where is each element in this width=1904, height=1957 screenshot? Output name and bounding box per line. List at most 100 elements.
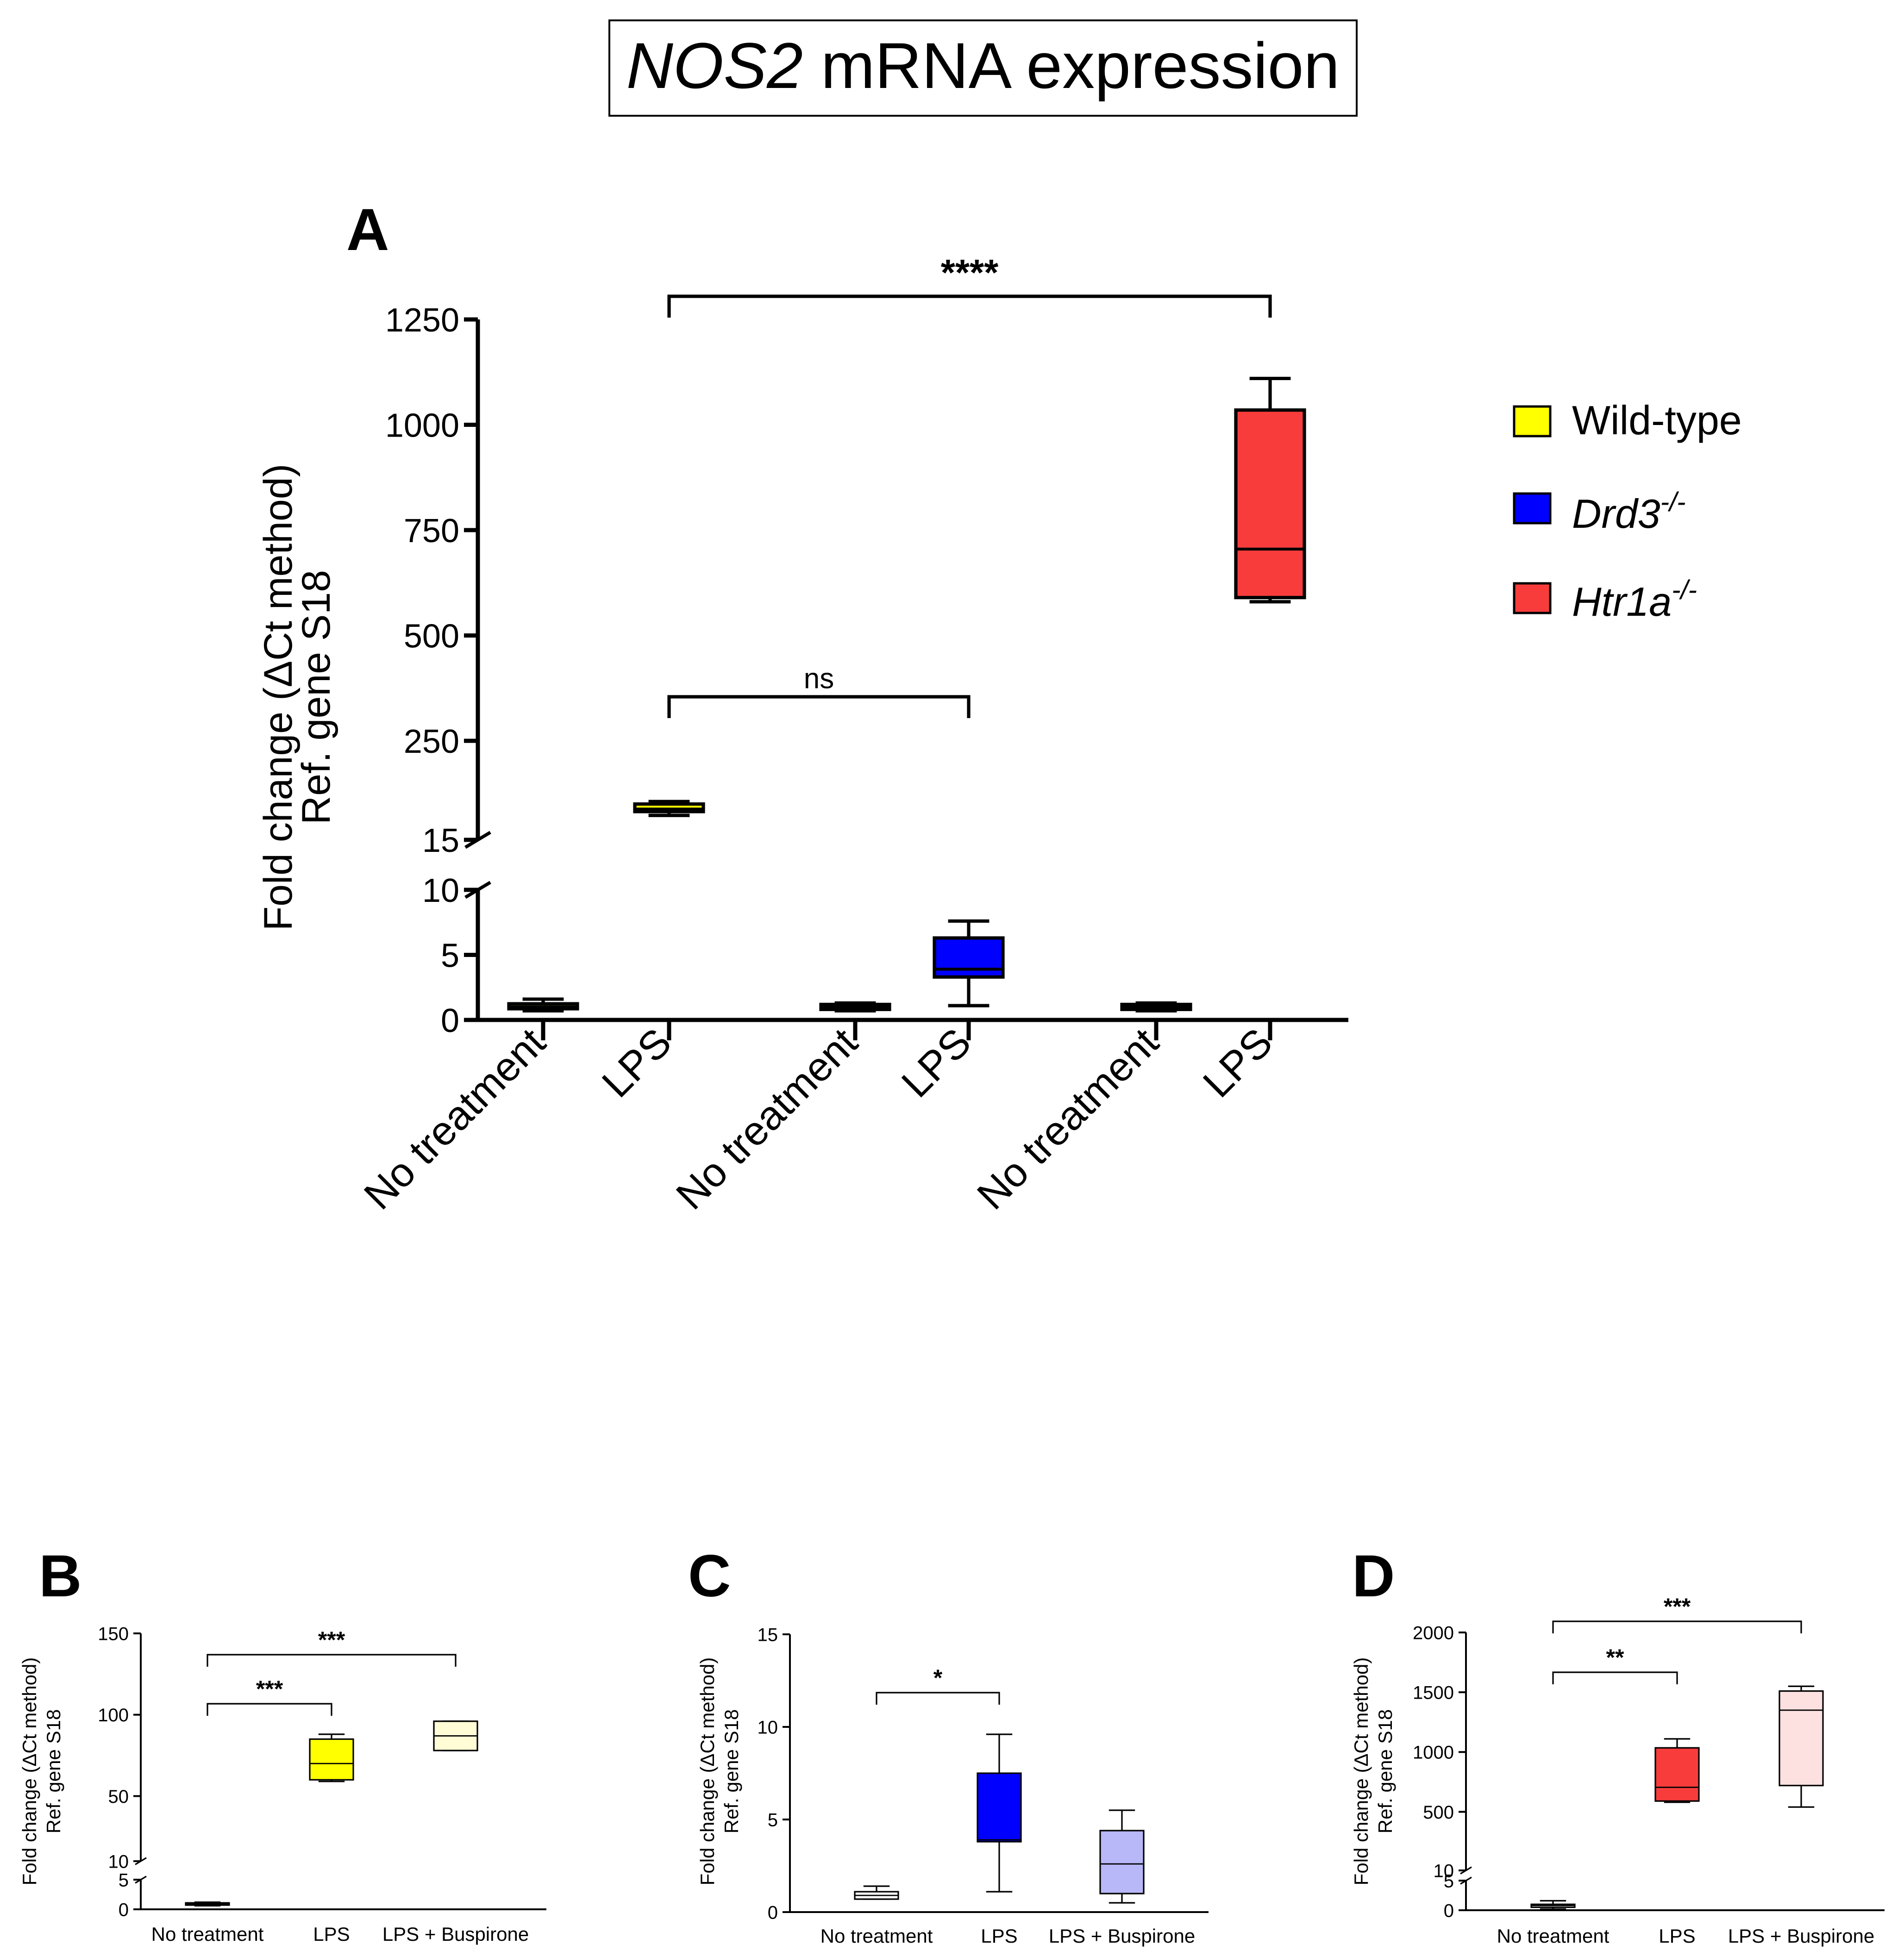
legend-sup-htr1a: -/- [1672, 575, 1697, 605]
legend-swatch-htr1a [1513, 582, 1552, 614]
box-b-lps-1 [309, 1733, 354, 1782]
chart-panel-b: 0 510 50 100 150 Fold change (ΔCt method) Ref.… [19, 1624, 546, 1945]
y-tick-label-b-0: 0 [119, 1900, 129, 1920]
chart-panel-a: 0 5 10 15 250 500 750 1000 1250 Fold change (ΔCt … [256, 252, 1348, 1218]
legend-label-wild-type: Wild-type [1572, 397, 1742, 443]
significance-bracket-b-1 [207, 1703, 332, 1716]
x-tick-label-a-lps-3: LPS [893, 1019, 980, 1106]
y-axis-label-line1-b: Fold change (ΔCt method) [19, 1657, 40, 1886]
y-axis-label-line1-a: Fold change (ΔCt method) [256, 464, 301, 931]
legend-label-htr1a: Htr1a-/- [1572, 575, 1697, 625]
title-frame [608, 19, 1358, 117]
significance-label-d-0: *** [1664, 1594, 1691, 1619]
y-axis-label-line2-d: Ref. gene S18 [1374, 1709, 1396, 1834]
y-tick-label-a-5: 5 [441, 937, 459, 974]
x-tick-label-b-lps-1: LPS [313, 1923, 350, 1945]
legend-item-wild-type: Wild-type [1513, 397, 1742, 443]
y-axis-label-line2-c: Ref. gene S18 [720, 1709, 742, 1834]
significance-bracket-c-0 [876, 1692, 1000, 1705]
x-tick-label-d-no-treatment-0: No treatment [1497, 1925, 1610, 1947]
significance-label-a-1: ns [804, 663, 834, 694]
box-a-wild-type-no-treatment-0 [507, 997, 579, 1013]
title-text: NOS2 mRNA expression [626, 29, 1340, 102]
legend-item-htr1a: Htr1a-/- [1513, 575, 1697, 625]
y-tick-label-a-750: 750 [404, 513, 459, 550]
x-tick-label-d-lps-buspirone-2: LPS + Buspirone [1728, 1925, 1874, 1947]
box-body-d-2 [1779, 1690, 1824, 1787]
significance-label-d-1: ** [1606, 1644, 1624, 1670]
legend-swatch-drd3 [1513, 492, 1552, 525]
chart-panel-c: 0 5 10 15 Fold change (ΔCt method) Ref. gene … [696, 1625, 1209, 1947]
box-a-drd3-no-treatment-2 [819, 1001, 891, 1013]
x-tick-label-c-no-treatment-0: No treatment [820, 1925, 933, 1947]
y-tick-label-c-10: 10 [758, 1717, 778, 1738]
x-tick-label-a-lps-1: LPS [593, 1019, 680, 1106]
y-axis-label-line1-d: Fold change (ΔCt method) [1350, 1657, 1372, 1886]
y-tick-label-a-1000: 1000 [385, 407, 459, 444]
box-c-lps-1 [977, 1733, 1022, 1893]
legend: Wild-type Drd3-/- Htr1a-/- [1513, 397, 1742, 625]
box-body-a-5 [1234, 408, 1306, 600]
y-tick-label-a-500: 500 [404, 618, 459, 655]
significance-label-b-0: *** [318, 1627, 345, 1653]
y-axis-label-line2-a: Ref. gene S18 [294, 570, 338, 825]
y-tick-label-a-1250: 1250 [385, 302, 459, 339]
significance-bracket-b-0 [207, 1654, 457, 1667]
x-tick-label-d-lps-1: LPS [1659, 1925, 1695, 1947]
box-body-c-2 [1099, 1830, 1145, 1894]
y-tick-label-c-15: 15 [758, 1625, 778, 1645]
y-tick-label-a-0: 0 [441, 1002, 459, 1039]
box-a-wild-type-lps-1 [633, 800, 705, 817]
y-tick-label-d-2000: 2000 [1413, 1623, 1454, 1643]
y-tick-label-d-1000: 1000 [1413, 1743, 1454, 1763]
y-tick-label-b-100: 100 [98, 1705, 129, 1726]
significance-bracket-d-0 [1552, 1620, 1802, 1633]
significance-bracket-a-0 [667, 294, 1272, 318]
y-tick-label-d-10: 10 [1434, 1861, 1454, 1881]
panel-label-c: C [688, 1543, 731, 1609]
y-axis-label-line1-c: Fold change (ΔCt method) [696, 1657, 718, 1886]
box-c-no-treatment-0 [854, 1885, 899, 1900]
x-tick-label-c-lps-1: LPS [981, 1925, 1017, 1947]
box-d-lps-1 [1654, 1738, 1700, 1803]
significance-bracket-a-1 [667, 695, 971, 718]
y-tick-label-b-5: 5 [119, 1870, 129, 1890]
y-tick-label-a-10: 10 [422, 872, 459, 909]
y-tick-label-c-0: 0 [768, 1902, 778, 1923]
y-tick-label-d-1500: 1500 [1413, 1683, 1454, 1703]
y-tick-label-a-250: 250 [404, 723, 459, 760]
y-axis-label-line2-b: Ref. gene S18 [43, 1709, 64, 1834]
chart-panel-d: 0 510 500 1000 1500 2000 Fold change (ΔCt meth… [1350, 1594, 1885, 1947]
legend-gene-drd3: Drd3 [1572, 491, 1660, 537]
box-b-lps-buspirone-2 [433, 1720, 478, 1751]
legend-gene-htr1a: Htr1a [1572, 579, 1672, 625]
legend-swatch-wild-type [1513, 405, 1552, 438]
box-body-a-3 [933, 936, 1005, 979]
significance-label-a-0: **** [941, 252, 999, 293]
figure-title: NOS2 mRNA expression [608, 19, 1358, 117]
x-tick-label-a-no-treatment-4: No treatment [968, 1019, 1167, 1218]
y-tick-label-b-50: 50 [108, 1787, 129, 1807]
panel-label-d: D [1352, 1543, 1395, 1609]
box-c-lps-buspirone-2 [1099, 1809, 1145, 1904]
legend-label-drd3: Drd3-/- [1572, 487, 1686, 537]
box-a-drd3-lps-3 [933, 919, 1005, 1007]
box-b-no-treatment-0 [185, 1901, 230, 1907]
y-tick-label-a-15: 15 [422, 822, 459, 859]
x-tick-label-b-lps-buspirone-2: LPS + Buspirone [382, 1923, 529, 1945]
x-tick-label-a-no-treatment-0: No treatment [355, 1019, 554, 1218]
significance-label-c-0: * [933, 1665, 943, 1691]
y-tick-label-d-5: 5 [1444, 1871, 1454, 1891]
panel-label-b: B [39, 1543, 81, 1609]
legend-sup-drd3: -/- [1660, 487, 1686, 517]
box-body-c-1 [977, 1772, 1022, 1843]
legend-item-drd3: Drd3-/- [1513, 487, 1686, 537]
x-tick-label-b-no-treatment-0: No treatment [151, 1923, 264, 1945]
box-a-htr1a-no-treatment-4 [1120, 1001, 1192, 1013]
title-gene: NOS2 [626, 29, 803, 102]
y-tick-label-d-500: 500 [1423, 1802, 1454, 1823]
y-tick-label-c-5: 5 [768, 1810, 778, 1830]
y-tick-label-b-10: 10 [108, 1851, 129, 1872]
x-tick-label-c-lps-buspirone-2: LPS + Buspirone [1049, 1925, 1195, 1947]
